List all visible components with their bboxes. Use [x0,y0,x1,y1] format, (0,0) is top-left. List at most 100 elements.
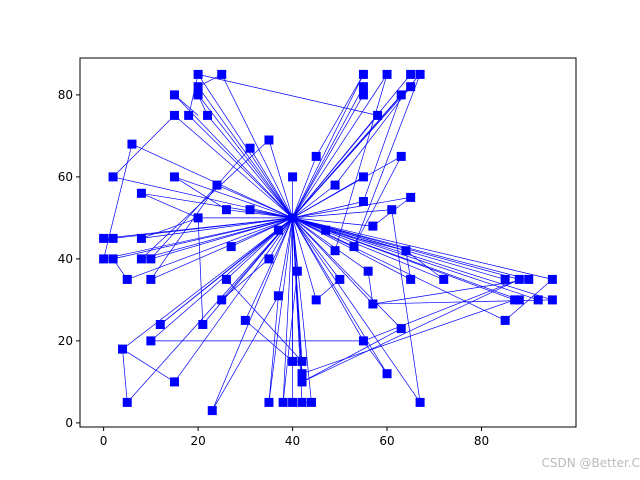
node-marker [146,274,156,284]
route-edge [301,279,520,383]
hub-edge [292,86,364,219]
node-marker [288,397,298,407]
hub-edge [292,217,553,301]
node-marker [510,295,520,305]
route-edge [391,209,421,403]
route-edge [141,192,199,219]
y-axis-ticks: 0 20 40 60 80 [58,88,80,430]
node-marker [193,90,203,100]
route-edge [282,271,298,403]
node-marker [278,397,288,407]
node-marker [382,69,392,79]
hub-edge [292,201,364,219]
hub-edge [292,217,388,374]
x-tick-label: 80 [474,434,489,448]
node-marker [406,192,416,202]
hub-edge [197,86,293,219]
node-marker [297,356,307,366]
node-marker [169,377,179,387]
hub-edge [292,184,336,219]
node-marker [122,397,132,407]
node-marker [146,254,156,264]
hub-edge [292,217,529,280]
hub-edge [292,197,411,219]
node-marker [415,397,425,407]
hub-edge [292,217,421,403]
hub-edge [122,217,293,350]
route-edge [150,147,251,260]
x-tick-label: 0 [100,434,108,448]
hub-edge [292,115,378,219]
hub-edge [112,176,293,219]
node-marker [396,90,406,100]
x-tick-label: 60 [379,434,394,448]
hub-edge [174,94,293,219]
hub-edge [292,217,539,301]
node-marker [387,205,397,215]
hub-edge [292,217,317,300]
node-marker [203,110,213,120]
hub-edge [131,143,293,219]
node-marker [406,69,416,79]
route-edge [334,86,411,186]
node-marker [184,110,194,120]
node-marker [335,274,345,284]
node-marker [382,369,392,379]
route-edge [353,156,402,247]
route-edge [405,250,444,280]
route-edge [141,139,270,260]
node-marker [136,233,146,243]
hub-edge [126,217,293,403]
route-edge [112,115,175,178]
hub-edge [292,156,317,219]
hub-edge [292,217,553,280]
route-edge [197,217,204,325]
node-marker [401,246,411,256]
node-marker [396,151,406,161]
hub-edge [211,217,293,411]
node-marker [547,274,557,284]
route-edge [188,74,199,116]
route-edge [325,229,407,252]
route-edge [174,176,227,210]
node-marker [99,233,109,243]
node-marker [311,151,321,161]
route-edge [363,94,402,202]
route-edge [198,74,378,116]
hub-edge [112,217,293,260]
node-marker [297,377,307,387]
node-marker [122,274,132,284]
hub-edge [278,217,293,296]
route-edge [367,271,374,305]
node-marker [217,295,227,305]
hub-edge [282,217,293,403]
node-marker [108,172,118,182]
hub-edge [292,94,364,219]
hub-edge [292,94,402,219]
route-edge [353,74,421,247]
hub-edge [249,148,293,219]
hub-edge [197,94,293,219]
node-marker [514,295,524,305]
route-edge [372,299,553,305]
route-edge [301,299,515,375]
x-axis-ticks: 0 20 40 60 80 [100,427,489,448]
watermark: CSDN @Better.C [541,456,640,470]
route-edge [150,184,218,280]
hub-edge [202,217,293,325]
node-marker [415,69,425,79]
node-marker [363,266,373,276]
node-marker [288,213,298,223]
hub-edge [150,217,293,342]
node-marker [217,69,227,79]
node-marker [297,397,307,407]
hub-edge [292,217,341,280]
axes-frame [79,57,577,428]
x-tick-label: 40 [285,434,300,448]
node-marker [99,254,109,264]
route-edge [160,229,279,325]
node-marker [321,225,331,235]
hub-edge [292,217,336,251]
node-marker [358,69,368,79]
